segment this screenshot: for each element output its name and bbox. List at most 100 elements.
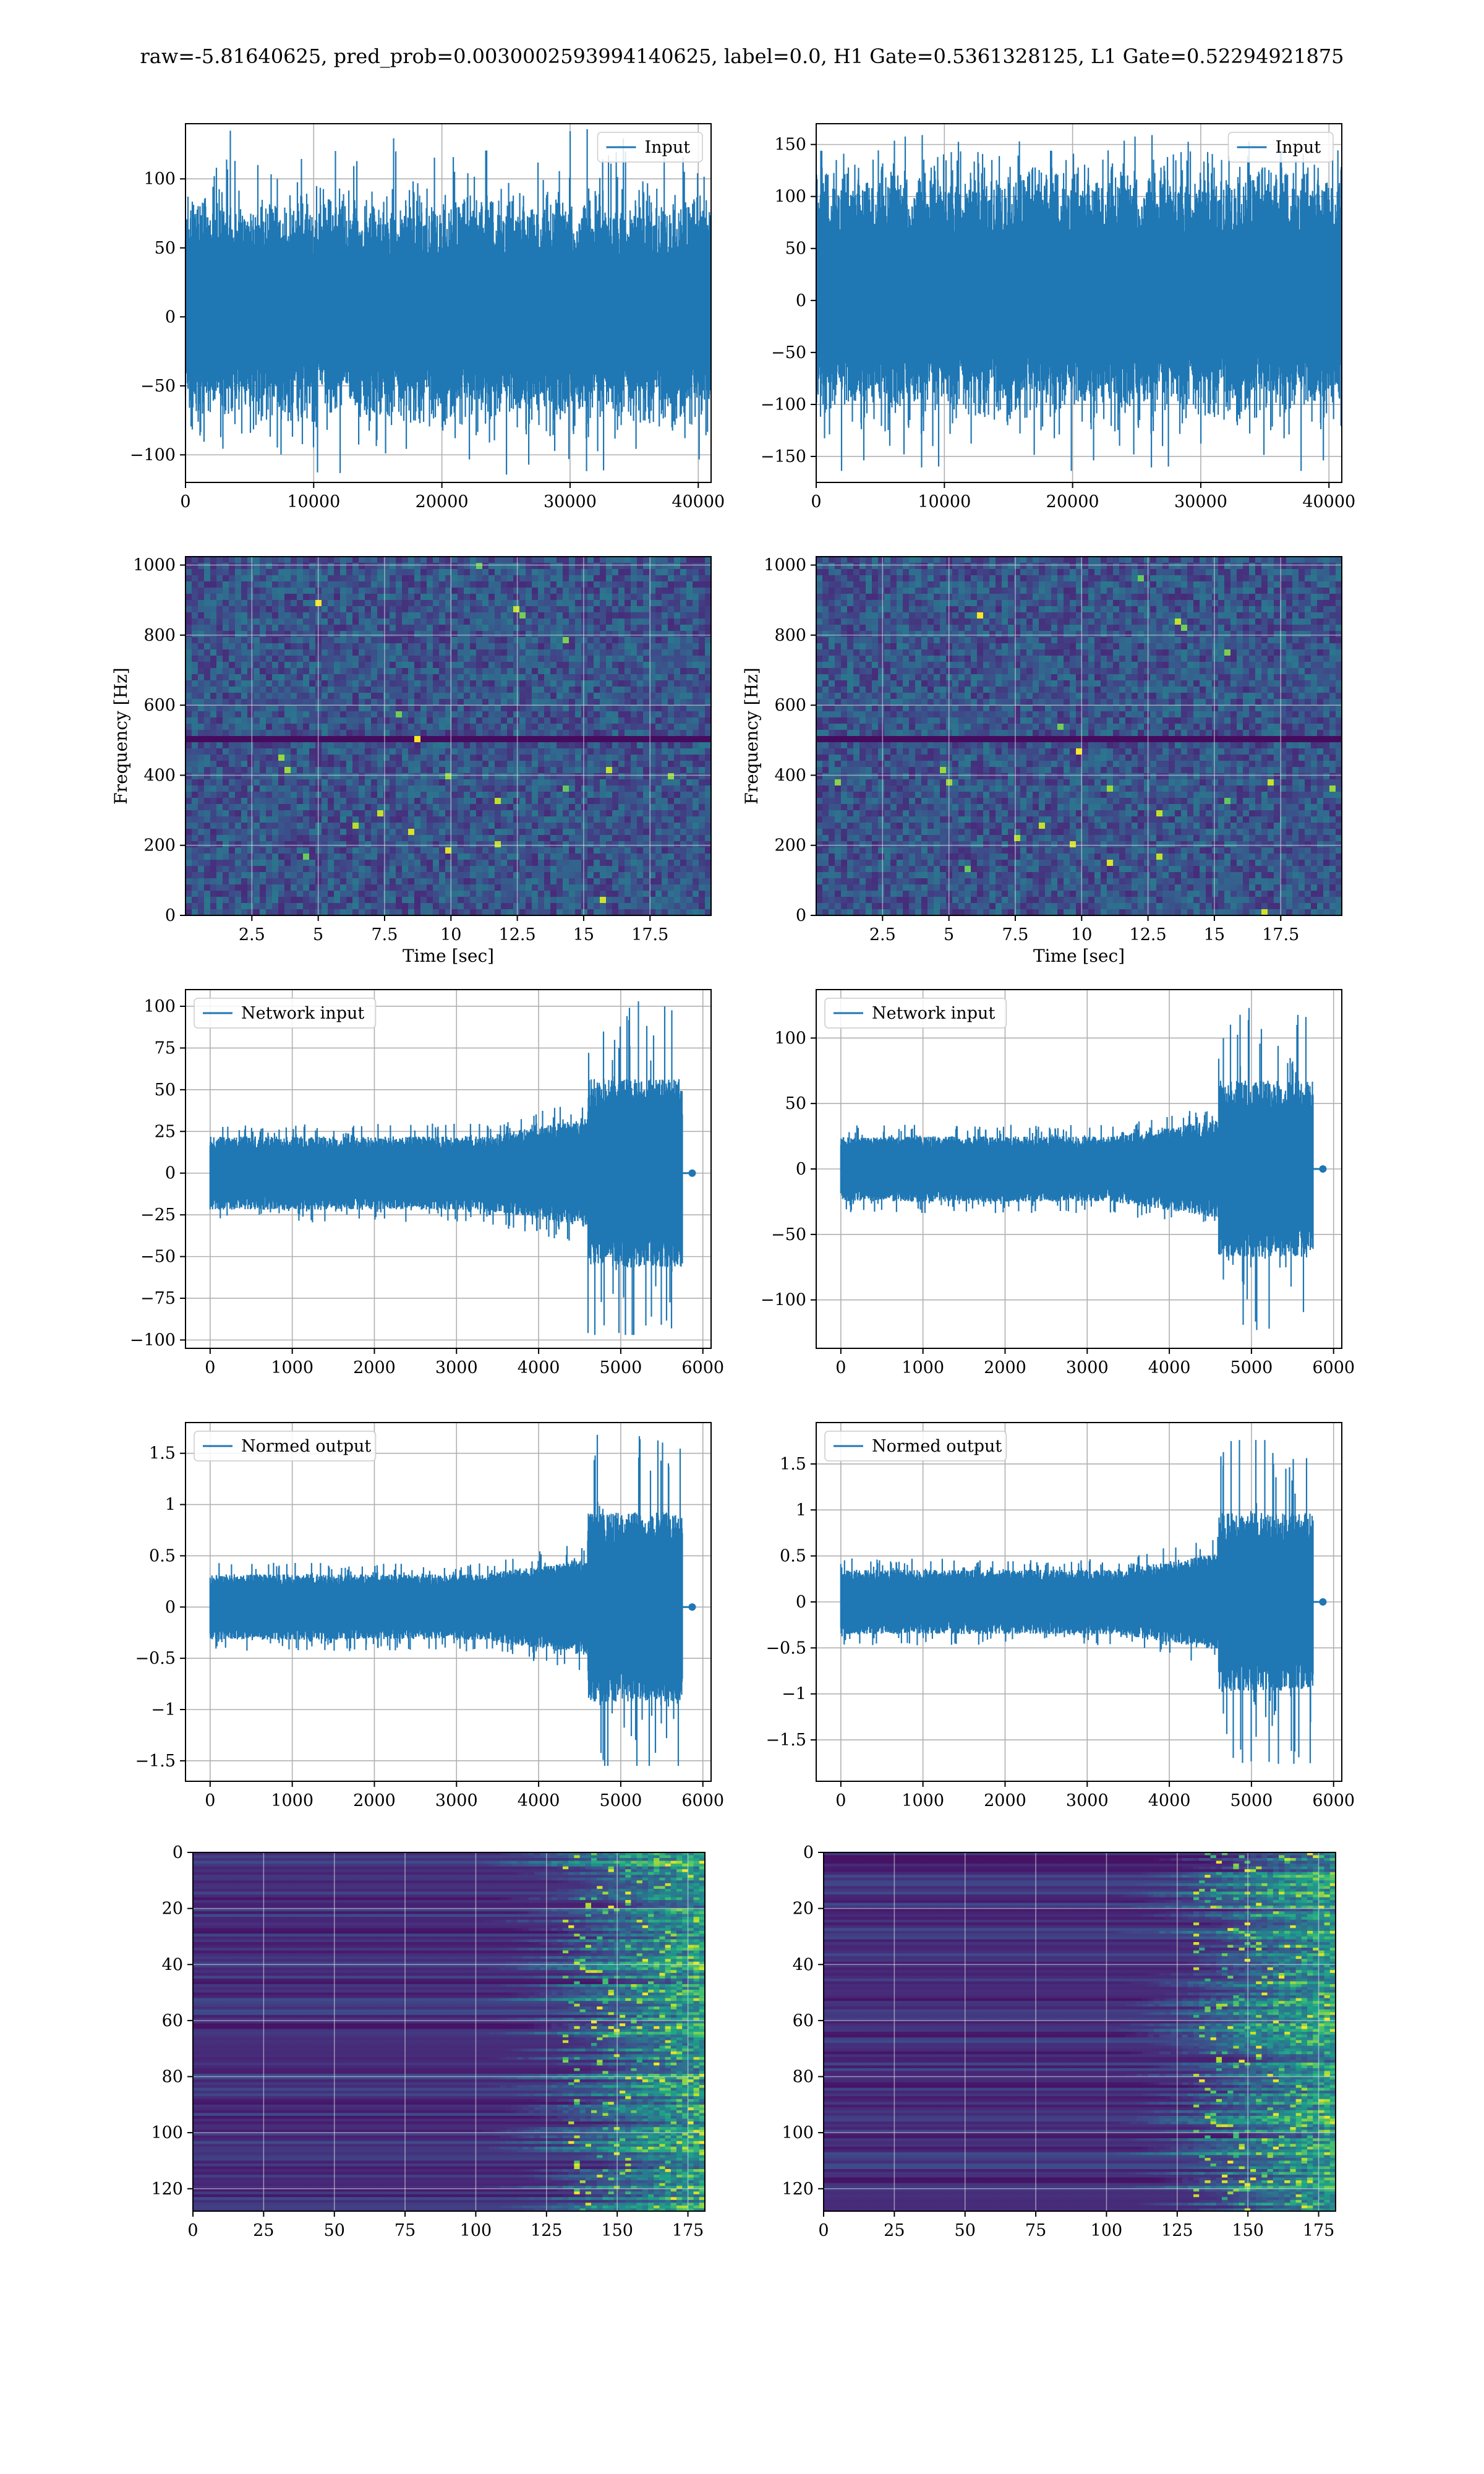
heatmap-cell [662,693,668,699]
heatmap-cell [526,798,532,804]
heatmap-cell [322,594,328,600]
heatmap-cell [235,878,241,884]
heatmap-cell [371,637,377,643]
heatmap-cell [538,563,544,569]
heatmap-cell [458,755,464,761]
heatmap-cell [699,903,705,909]
heatmap-cell [340,773,346,779]
heatmap-cell [235,897,241,903]
heatmap-cell [451,792,458,798]
heatmap-cell [216,847,223,854]
heatmap-cell [390,643,396,649]
heatmap-cell [420,823,427,829]
heatmap-cell [439,575,445,581]
heatmap-cell [414,866,420,872]
heatmap-cell [359,816,365,823]
heatmap-cell [625,705,631,711]
heatmap-cell [192,674,198,680]
heatmap-cell [600,730,606,736]
heatmap-cell [186,829,192,835]
heatmap-cell [649,557,655,563]
heatmap-cell [631,724,637,730]
heatmap-cell [371,569,377,575]
heatmap-cell [427,687,433,693]
heatmap-cell [643,618,649,625]
heatmap-cell [686,557,693,563]
heatmap-cell [186,798,192,804]
heatmap-cell [470,816,476,823]
heatmap-cell [186,705,192,711]
heatmap-cell [216,878,223,884]
heatmap-cell [538,841,544,847]
heatmap-cell [334,699,340,705]
heatmap-cell [272,810,278,816]
heatmap-cell [544,649,550,656]
heatmap-cell [569,730,575,736]
heatmap-cell [464,779,470,785]
heatmap-cell [260,854,266,860]
heatmap-cell [538,693,544,699]
heatmap-cell [346,841,352,847]
heatmap-cell [210,742,216,748]
heatmap-cell [402,816,408,823]
heatmap-cell [377,643,383,649]
heatmap-cell [699,847,705,854]
heatmap-cell [309,909,315,915]
heatmap-cell [383,643,390,649]
heatmap-cell [241,594,247,600]
heatmap-cell [204,588,210,594]
heatmap-cell [569,649,575,656]
heatmap-cell [631,612,637,618]
heatmap-cell [538,581,544,588]
heatmap-cell [476,674,482,680]
heatmap-cell [278,717,284,724]
heatmap-cell [538,730,544,736]
heatmap-cell [439,823,445,829]
heatmap-cell [575,631,581,637]
heatmap-cell [198,810,204,816]
heatmap-cell [260,897,266,903]
heatmap-cell [501,575,507,581]
heatmap-cell [235,767,241,773]
heatmap-cell [451,804,458,810]
heatmap-cell [365,823,371,829]
heatmap-cell [643,693,649,699]
heatmap-cell [223,594,229,600]
heatmap-cell [563,649,569,656]
heatmap-cell [260,618,266,625]
heatmap-cell [668,767,674,773]
heatmap-cell [210,891,216,897]
heatmap-cell [340,804,346,810]
heatmap-cell [643,594,649,600]
heatmap-cell [439,717,445,724]
heatmap-cell [359,854,365,860]
heatmap-cell [359,878,365,884]
heatmap-cell [556,625,563,631]
heatmap-cell [526,680,532,687]
heatmap-cell [649,631,655,637]
heatmap-cell [235,785,241,792]
heatmap-cell [569,717,575,724]
heatmap-cell [519,649,526,656]
heatmap-cell [458,730,464,736]
heatmap-cell [680,823,686,829]
heatmap-cell [544,779,550,785]
heatmap-cell [328,643,334,649]
heatmap-cell [210,878,216,884]
heatmap-cell [581,841,587,847]
heatmap-cell [420,878,427,884]
heatmap-cell [680,841,686,847]
heatmap-cell [488,557,495,563]
heatmap-cell [272,693,278,699]
heatmap-cell [612,792,618,798]
heatmap-cell [396,643,402,649]
heatmap-cell [445,600,451,606]
heatmap-cell [420,612,427,618]
heatmap-cell [606,588,612,594]
heatmap-cell [594,600,600,606]
heatmap-cell [204,687,210,693]
heatmap-cell [550,854,556,860]
heatmap-cell [377,662,383,668]
heatmap-cell [297,878,303,884]
heatmap-cell [439,847,445,854]
